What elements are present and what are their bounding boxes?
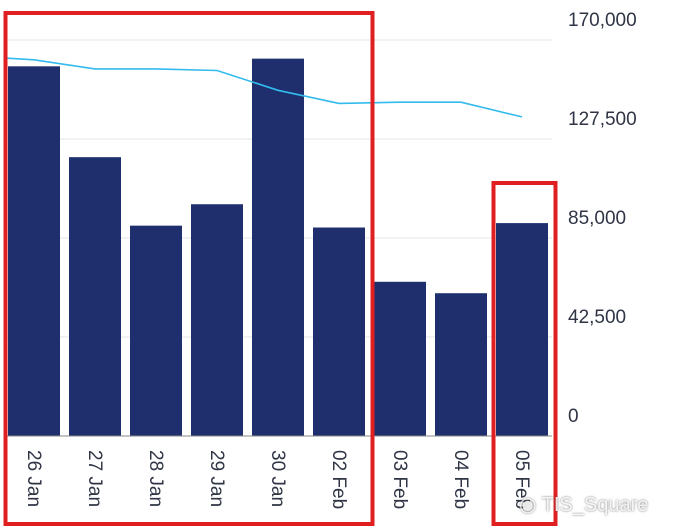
bar-series xyxy=(8,58,548,437)
watermark-text: TIS_Square xyxy=(541,494,649,516)
bar xyxy=(252,58,304,437)
line-series xyxy=(4,57,523,118)
bar xyxy=(435,293,487,436)
x-category-label: 30 Jan xyxy=(267,450,288,507)
x-category-label: 03 Feb xyxy=(389,450,410,509)
y-tick-label: 85,000 xyxy=(568,208,626,229)
wechat-icon: ◉ xyxy=(519,494,537,516)
y-tick-label: 42,500 xyxy=(568,307,626,328)
x-category-label: 05 Feb xyxy=(511,450,532,509)
bar xyxy=(374,281,426,436)
highlight-box xyxy=(491,181,558,526)
x-category-label: 29 Jan xyxy=(206,450,227,507)
bar xyxy=(313,227,365,436)
highlight-box xyxy=(3,11,375,526)
bar xyxy=(69,157,121,436)
bar xyxy=(496,223,548,436)
x-category-label: 04 Feb xyxy=(450,450,471,509)
bar xyxy=(8,66,60,436)
x-category-label: 28 Jan xyxy=(145,450,166,507)
y-tick-label: 0 xyxy=(568,406,579,427)
y-tick-label: 127,500 xyxy=(568,109,637,130)
highlight-boxes xyxy=(3,11,558,526)
bar xyxy=(130,225,182,436)
bar xyxy=(191,204,243,436)
x-category-label: 27 Jan xyxy=(84,450,105,507)
x-axis-category-labels: 26 Jan 27 Jan 28 Jan 29 Jan 30 Jan 02 Feb 03 F… xyxy=(23,450,532,509)
line-path xyxy=(4,57,523,118)
x-category-label: 26 Jan xyxy=(23,450,44,507)
watermark: ◉ TIS_Square xyxy=(519,492,648,517)
y-tick-label: 170,000 xyxy=(568,10,637,31)
y-axis-tick-labels: 170,000 127,500 85,000 42,500 0 xyxy=(568,10,637,427)
x-category-label: 02 Feb xyxy=(328,450,349,509)
